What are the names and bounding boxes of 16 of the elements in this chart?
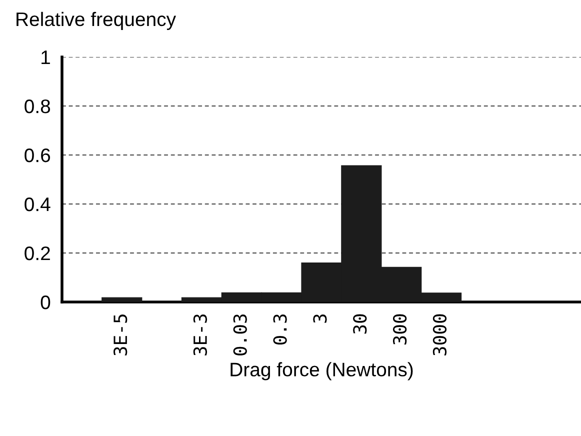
y-tick-label: 0: [40, 295, 50, 310]
y-tick-label: 0.6: [24, 148, 50, 162]
y-axis-title: Relative frequency: [16, 12, 176, 30]
x-tick-label: 3E-5: [114, 314, 128, 356]
x-tick-label: 300: [392, 314, 407, 345]
x-tick-label: 0.03: [233, 314, 247, 356]
x-tick-label: 3000: [432, 314, 447, 356]
x-axis-title: Drag force (Newtons): [230, 362, 413, 380]
y-tick-label: 0.8: [24, 99, 50, 114]
y-tick-label: 0.4: [24, 197, 50, 212]
x-tick-label: 0.3: [273, 314, 287, 345]
x-tick-label: 30: [353, 314, 367, 334]
x-tick-label: 3: [313, 314, 327, 323]
x-tick-label: 3E-3: [193, 314, 208, 356]
y-tick-label: 1: [42, 50, 50, 64]
y-tick-label: 0.2: [24, 246, 50, 260]
